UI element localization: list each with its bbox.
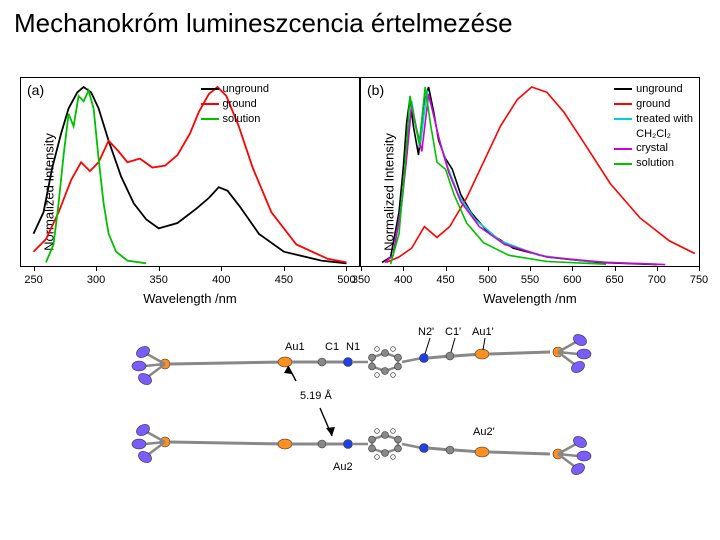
charts-container: Normalized Intensity (a) ungroundgrounds… (0, 47, 720, 316)
label-au1p: Au1' (472, 326, 494, 338)
xtick-mark (34, 266, 35, 271)
label-au2: Au2 (333, 461, 353, 473)
label-c1: C1 (325, 341, 339, 353)
legend-swatch (614, 118, 632, 120)
legend-swatch (201, 88, 219, 90)
xtick-mark (572, 266, 573, 271)
legend-item: CH₂Cl₂ (614, 127, 693, 142)
page-title: Mechanokróm lumineszcencia értelmezése (0, 0, 720, 47)
chart-b-xlabel: Wavelength /nm (360, 291, 700, 306)
legend-swatch (201, 118, 219, 120)
chart-a-wrap: Normalized Intensity (a) ungroundgrounds… (20, 77, 360, 306)
chart-b: (b) ungroundgroundtreated withCH₂Cl₂crys… (360, 77, 700, 267)
legend-item: solution (201, 112, 270, 127)
legend-text: solution (636, 156, 674, 171)
xtick-mark (221, 266, 222, 271)
xtick-mark (657, 266, 658, 271)
legend-swatch (614, 163, 632, 165)
xtick-label: 600 (563, 274, 581, 286)
chart-b-legend: ungroundgroundtreated withCH₂Cl₂crystals… (614, 82, 693, 171)
chart-a: (a) ungroundgroundsolution 2503003504004… (20, 77, 360, 267)
legend-swatch (614, 148, 632, 150)
label-n2p: N2' (418, 326, 434, 338)
xtick-mark (403, 266, 404, 271)
xtick-mark (615, 266, 616, 271)
xtick-label: 350 (352, 274, 370, 286)
legend-text: ground (223, 97, 257, 112)
xtick-mark (346, 266, 347, 271)
xtick-mark (284, 266, 285, 271)
label-au1: Au1 (285, 341, 305, 353)
xtick-mark (699, 266, 700, 271)
xtick-label: 450 (275, 274, 293, 286)
xtick-mark (159, 266, 160, 271)
xtick-label: 500 (479, 274, 497, 286)
xtick-label: 350 (150, 274, 168, 286)
chart-a-svg (21, 78, 359, 266)
chart-b-wrap: Normalized Intensity (b) ungroundgroundt… (360, 77, 700, 306)
xtick-label: 300 (87, 274, 105, 286)
label-c1p: C1' (445, 326, 461, 338)
legend-text: unground (636, 82, 683, 97)
xtick-mark (96, 266, 97, 271)
legend-item: solution (614, 156, 693, 171)
label-distance: 5.19 Å (300, 390, 332, 402)
xtick-mark (446, 266, 447, 271)
legend-text: treated with (636, 112, 693, 127)
xtick-label: 700 (648, 274, 666, 286)
legend-swatch (614, 103, 632, 105)
label-au2p: Au2' (473, 426, 495, 438)
label-n1: N1 (346, 341, 360, 353)
xtick-mark (488, 266, 489, 271)
legend-text: unground (223, 82, 270, 97)
molecule-diagram: Au1 C1 N1 N2' C1' Au1' 5.19 Å Au2 Au2' (110, 326, 610, 496)
legend-item: unground (201, 82, 270, 97)
xtick-label: 450 (436, 274, 454, 286)
xtick-label: 650 (605, 274, 623, 286)
legend-item: treated with (614, 112, 693, 127)
xtick-mark (530, 266, 531, 271)
legend-swatch (201, 103, 219, 105)
xtick-mark (361, 266, 362, 271)
legend-text: crystal (636, 141, 668, 156)
legend-item: ground (201, 97, 270, 112)
legend-item: unground (614, 82, 693, 97)
xtick-label: 400 (212, 274, 230, 286)
xtick-label: 400 (394, 274, 412, 286)
legend-text: ground (636, 97, 670, 112)
legend-swatch (614, 88, 632, 90)
legend-text: CH₂Cl₂ (636, 127, 671, 142)
chart-a-xlabel: Wavelength /nm (20, 291, 360, 306)
chart-a-legend: ungroundgroundsolution (201, 82, 270, 127)
xtick-label: 550 (521, 274, 539, 286)
xtick-label: 750 (690, 274, 708, 286)
legend-item: ground (614, 97, 693, 112)
xtick-label: 250 (24, 274, 42, 286)
legend-item: crystal (614, 141, 693, 156)
legend-text: solution (223, 112, 261, 127)
